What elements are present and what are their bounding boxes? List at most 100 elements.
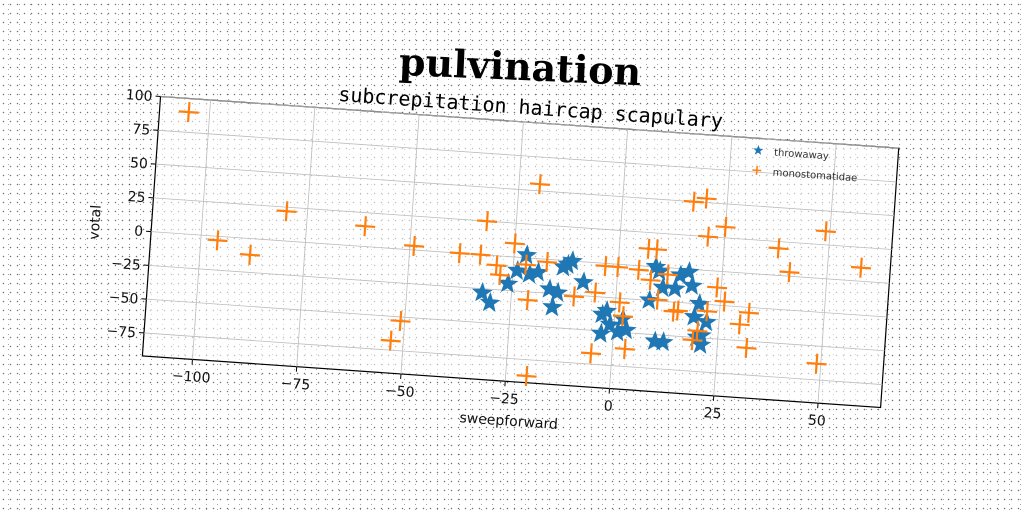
plus-point bbox=[657, 264, 678, 285]
legend-label-throwaway: throwaway bbox=[774, 147, 830, 162]
plus-point bbox=[517, 289, 538, 311]
plus-point bbox=[585, 282, 606, 303]
plus-point bbox=[779, 262, 800, 283]
plus-point bbox=[628, 259, 649, 280]
star-point bbox=[649, 260, 671, 281]
y-axis-label: votal bbox=[86, 204, 104, 240]
star-point bbox=[652, 331, 674, 352]
plus-point bbox=[640, 270, 661, 291]
axis-ticks: −100 −75 −50 −25 0 25 50 100 75 50 25 0 −25 −50 −75 bbox=[106, 87, 826, 430]
x-grid-line bbox=[296, 107, 316, 367]
x-tick-label: −50 bbox=[384, 383, 415, 401]
y-grid-line bbox=[143, 332, 883, 385]
plus-point bbox=[490, 264, 511, 286]
star-point bbox=[596, 300, 618, 321]
plus-point bbox=[580, 343, 602, 364]
plus-point bbox=[470, 244, 491, 265]
star-point bbox=[507, 259, 528, 280]
plus-point bbox=[697, 301, 718, 322]
plus-point bbox=[607, 256, 629, 278]
legend-marker-monostomatidae bbox=[752, 165, 762, 175]
star-point bbox=[573, 271, 594, 292]
x-grid-line bbox=[192, 99, 211, 360]
y-tick-label: 50 bbox=[129, 155, 148, 172]
plus-point bbox=[563, 286, 585, 307]
star-point bbox=[562, 250, 583, 271]
data-series bbox=[178, 102, 872, 387]
x-tick-label: −25 bbox=[489, 390, 520, 408]
plus-point bbox=[612, 306, 633, 327]
plus-point bbox=[529, 174, 551, 195]
plus-point bbox=[390, 310, 411, 332]
y-grid-line bbox=[146, 298, 885, 352]
y-tick-label: −25 bbox=[111, 256, 142, 274]
plus-point bbox=[486, 255, 507, 276]
x-grid-line bbox=[713, 136, 733, 396]
x-grid-line bbox=[817, 143, 837, 404]
plus-point bbox=[667, 300, 688, 321]
plus-point bbox=[729, 314, 750, 335]
y-tick-label: 75 bbox=[132, 122, 151, 139]
star-point bbox=[542, 296, 563, 317]
star-point bbox=[682, 274, 703, 295]
y-grid-line bbox=[155, 163, 895, 217]
y-tick-label: −50 bbox=[108, 290, 139, 308]
plus-point bbox=[449, 243, 470, 264]
y-tick-label: 100 bbox=[125, 87, 153, 105]
legend-marker-throwaway bbox=[753, 145, 764, 155]
star-point bbox=[479, 291, 501, 313]
x-tick-label: −75 bbox=[280, 376, 311, 394]
plus-point bbox=[714, 291, 735, 312]
plus-point bbox=[178, 102, 199, 123]
y-grid-line bbox=[153, 197, 892, 250]
x-tick-label: −100 bbox=[171, 368, 210, 387]
x-axis-label: sweepforward bbox=[459, 410, 558, 433]
star-point bbox=[696, 311, 717, 332]
series-throwaway bbox=[472, 244, 717, 354]
plus-point bbox=[696, 188, 717, 209]
y-tick-label: −75 bbox=[106, 323, 137, 341]
plus-point bbox=[504, 233, 525, 254]
y-grid-line bbox=[151, 231, 890, 284]
plus-point bbox=[806, 353, 827, 374]
plus-point bbox=[736, 337, 757, 358]
y-grid-line bbox=[158, 129, 897, 183]
plus-point bbox=[850, 257, 872, 278]
plus-point bbox=[380, 330, 401, 351]
plus-point bbox=[516, 365, 537, 387]
plus-point bbox=[768, 238, 789, 259]
plus-point bbox=[614, 338, 635, 359]
plus-point bbox=[683, 191, 704, 212]
x-grid-line bbox=[400, 114, 420, 375]
plus-point bbox=[698, 226, 719, 247]
plus-point bbox=[609, 292, 630, 313]
star-point bbox=[472, 281, 493, 302]
star-point bbox=[590, 322, 612, 343]
plus-point bbox=[707, 277, 728, 298]
plus-point bbox=[663, 301, 684, 322]
star-point bbox=[665, 277, 686, 298]
star-point bbox=[689, 293, 710, 314]
plus-point bbox=[477, 211, 498, 232]
star-point bbox=[547, 281, 569, 302]
star-point bbox=[497, 272, 519, 293]
star-point bbox=[684, 306, 705, 327]
star-point bbox=[678, 261, 700, 282]
chart-title: pulvination bbox=[398, 39, 642, 95]
plus-point bbox=[276, 201, 297, 222]
plus-point bbox=[355, 216, 376, 237]
y-grid-line bbox=[148, 264, 887, 318]
plus-point bbox=[815, 221, 836, 242]
plot-area: −100 −75 −50 −25 0 25 50 100 75 50 25 0 −25 −50 −75 th… bbox=[86, 82, 900, 433]
x-tick-label: 50 bbox=[807, 412, 826, 429]
y-tick-label: 25 bbox=[127, 189, 146, 206]
star-point bbox=[527, 261, 549, 282]
plus-point bbox=[682, 330, 703, 351]
star-point bbox=[616, 319, 637, 340]
y-tick-label: 0 bbox=[134, 223, 144, 240]
plus-point bbox=[404, 235, 425, 256]
plus-point bbox=[647, 289, 668, 310]
x-tick-label: 0 bbox=[603, 398, 613, 415]
plus-point bbox=[738, 302, 759, 323]
plus-point bbox=[515, 254, 537, 275]
